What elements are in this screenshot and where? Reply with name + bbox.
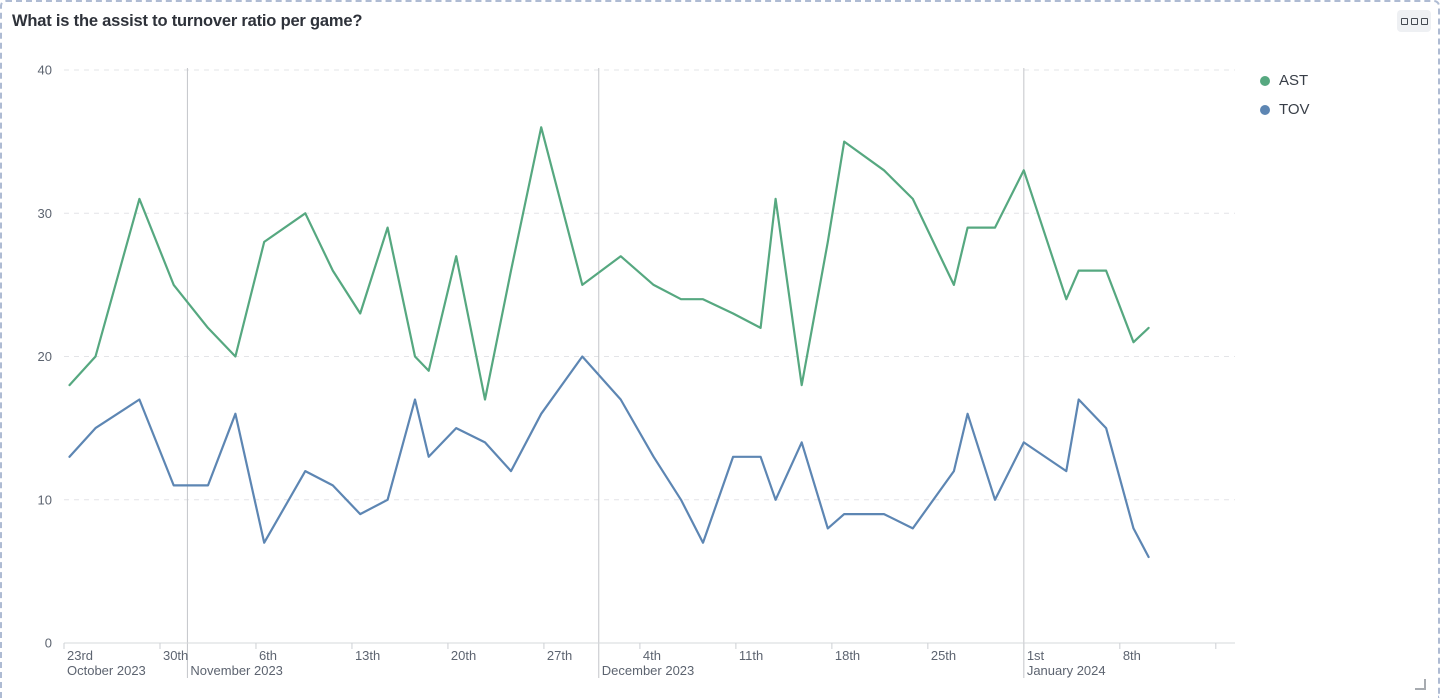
x-tick-label: 18th: [835, 648, 860, 663]
menu-square-icon: [1410, 17, 1418, 25]
chart-legend: AST TOV: [1260, 72, 1310, 130]
x-tick-label: 6th: [259, 648, 277, 663]
widget-title: What is the assist to turnover ratio per…: [12, 12, 363, 30]
month-label: November 2023: [190, 663, 283, 678]
x-tick-label: 25th: [931, 648, 956, 663]
tov-line[interactable]: [68, 355, 1150, 559]
month-label: October 2023: [67, 663, 146, 678]
menu-square-icon: [1420, 17, 1428, 25]
legend-dot-ast: [1260, 75, 1270, 86]
x-tick-label: 4th: [643, 648, 661, 663]
ast-line[interactable]: [68, 126, 1150, 401]
legend-label: TOV: [1279, 101, 1310, 118]
resize-handle-icon[interactable]: [1415, 679, 1426, 690]
x-tick-label: 20th: [451, 648, 476, 663]
menu-square-icon: [1400, 17, 1408, 25]
x-tick-label: 30th: [163, 648, 188, 663]
legend-label: AST: [1279, 72, 1309, 89]
x-tick-label: 13th: [355, 648, 380, 663]
legend-dot-tov: [1260, 104, 1270, 115]
x-tick-label: 23rd: [67, 648, 93, 663]
y-tick-label: 10: [38, 492, 52, 507]
widget-menu-button[interactable]: [1397, 10, 1431, 32]
x-tick-label: 1st: [1027, 648, 1045, 663]
y-tick-label: 0: [45, 636, 52, 651]
x-tick-label: 11th: [739, 648, 763, 663]
legend-item-tov[interactable]: TOV: [1260, 101, 1310, 118]
month-label: December 2023: [602, 663, 695, 678]
y-tick-label: 40: [38, 63, 52, 78]
y-tick-label: 20: [38, 349, 52, 364]
x-tick-label: 8th: [1123, 648, 1141, 663]
y-tick-label: 30: [38, 206, 52, 221]
legend-item-ast[interactable]: AST: [1260, 72, 1310, 89]
x-tick-label: 27th: [547, 648, 572, 663]
month-label: January 2024: [1027, 663, 1106, 678]
